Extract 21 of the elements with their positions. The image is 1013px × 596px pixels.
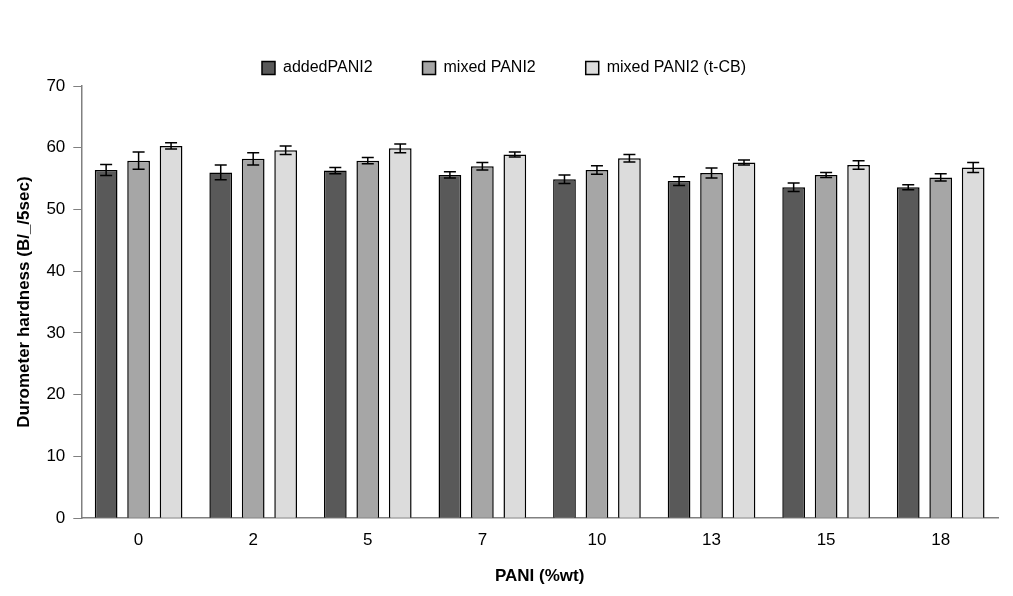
x-axis-title: PANI (%wt) bbox=[494, 566, 585, 586]
x-tick-label: 7 bbox=[477, 530, 488, 550]
x-tick-label: 0 bbox=[133, 530, 144, 550]
y-tick-label: 60 bbox=[46, 137, 66, 157]
x-tick-label: 2 bbox=[248, 530, 258, 550]
y-tick-label: 70 bbox=[46, 75, 66, 95]
legend-label: mixed PANI2 (t-CB) bbox=[606, 58, 746, 76]
x-tick-label: 10 bbox=[587, 530, 607, 550]
y-tick-label: 50 bbox=[46, 199, 66, 219]
legend-label: addedPANI2 bbox=[283, 58, 373, 76]
y-tick-label: 0 bbox=[55, 507, 66, 527]
y-tick-label: 30 bbox=[46, 322, 66, 342]
x-tick-label: 15 bbox=[816, 530, 836, 550]
y-tick-label: 40 bbox=[46, 260, 66, 280]
y-tick-label: 10 bbox=[46, 446, 66, 466]
x-tick-label: 5 bbox=[363, 530, 373, 550]
y-tick-label: 20 bbox=[46, 384, 66, 404]
y-axis-title: Durometer hardness (B/_/5sec) bbox=[13, 176, 33, 428]
x-tick-label: 13 bbox=[702, 530, 721, 550]
x-tick-label: 18 bbox=[931, 530, 951, 550]
legend-label: mixed PANI2 bbox=[443, 58, 536, 76]
